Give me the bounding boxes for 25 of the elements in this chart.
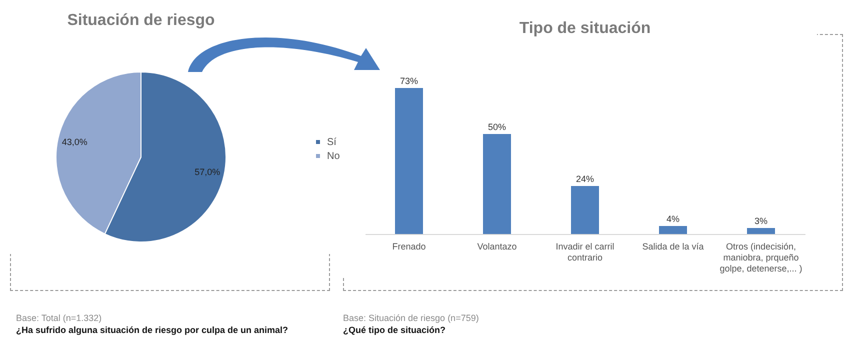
bar	[483, 134, 511, 234]
x-tick-label: Otros (indecisión, maniobra, prqueño golpe, detenerse,... )	[720, 242, 802, 274]
x-tick-label: Frenado	[392, 242, 426, 252]
bar	[395, 88, 423, 234]
x-tick-label: Salida de la vía	[642, 242, 704, 252]
data-label: 4%	[666, 214, 680, 224]
data-label: 73%	[400, 76, 418, 86]
text: Base: Situación de riesgo (n=759)	[343, 312, 480, 324]
data-label: 43,0%	[62, 137, 88, 148]
text: ¿Qué tipo de situación?	[343, 324, 447, 336]
data-label: 24%	[576, 174, 594, 184]
data-label: 50%	[488, 122, 506, 132]
bar	[659, 226, 687, 234]
text: Base: Total (n=1.332)	[16, 313, 102, 323]
x-tick-label: Invadir el carril contrario	[556, 242, 614, 262]
chart-title: Situación de riesgo	[67, 12, 216, 29]
bar	[747, 228, 775, 234]
bar	[571, 186, 599, 234]
chart-title: Tipo de situación	[519, 20, 651, 37]
legend-label: Sí	[327, 137, 337, 148]
data-label: 3%	[754, 216, 768, 226]
text: ¿Ha sufrido alguna situación de riesgo por culpa de un animal?	[16, 325, 288, 335]
x-tick-label: Volantazo	[477, 242, 517, 252]
legend-label: No	[327, 151, 340, 162]
data-label: 57,0%	[194, 166, 220, 177]
